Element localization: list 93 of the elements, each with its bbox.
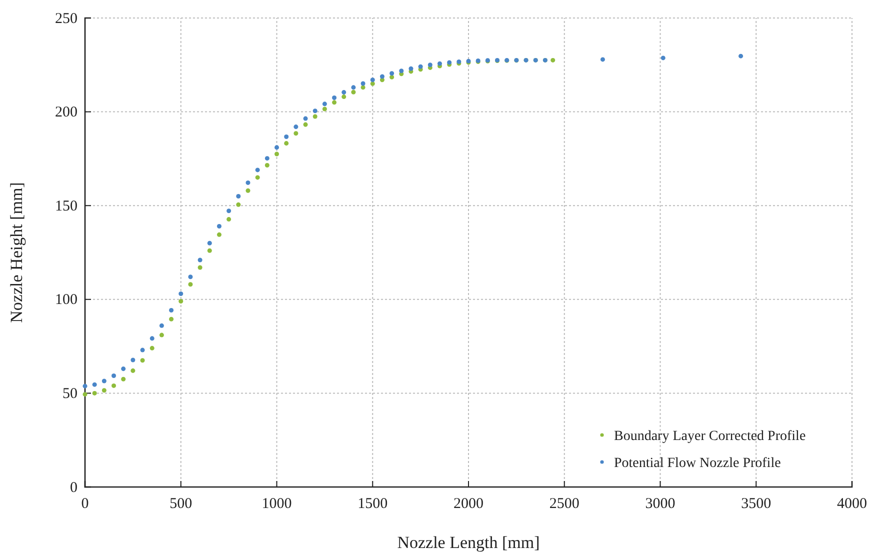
point [600, 57, 605, 62]
point [370, 81, 375, 86]
point [322, 106, 327, 112]
point [332, 100, 337, 105]
point [102, 388, 106, 393]
point [360, 81, 366, 86]
y-tick-label: 250 [55, 10, 78, 27]
x-tick-label: 4000 [837, 496, 867, 512]
point [351, 85, 356, 90]
point [102, 378, 106, 384]
x-tick-label: 2000 [454, 496, 484, 512]
y-tick-label: 150 [55, 198, 78, 214]
point [294, 124, 298, 130]
y-axis-title: Nozzle Height [mm] [7, 182, 26, 323]
point [236, 202, 241, 207]
x-tick-label: 1500 [358, 496, 388, 512]
y-tick-label: 100 [55, 292, 78, 308]
point [428, 62, 432, 68]
point [121, 376, 126, 382]
point [370, 78, 375, 82]
point [178, 299, 184, 304]
point [207, 248, 212, 253]
point [188, 274, 193, 280]
x-tick-label: 1000 [262, 496, 292, 512]
point [312, 108, 318, 114]
point [82, 392, 88, 397]
point [322, 102, 327, 106]
point [550, 58, 556, 62]
point [246, 180, 250, 185]
point [188, 282, 193, 287]
x-tick-label: 0 [81, 496, 89, 512]
legend-label: Potential Flow Nozzle Profile [614, 456, 781, 471]
point [226, 217, 232, 222]
point [216, 232, 222, 237]
x-tick-label: 500 [170, 496, 192, 512]
point [150, 336, 154, 341]
point [303, 122, 308, 127]
point [169, 308, 174, 313]
point [342, 94, 346, 100]
point [159, 323, 164, 328]
point [150, 346, 154, 350]
y-tick-label: 50 [62, 386, 78, 402]
point [264, 156, 270, 161]
point [112, 374, 116, 378]
point [274, 152, 280, 156]
point [399, 68, 404, 74]
point [92, 390, 97, 396]
point [112, 383, 116, 388]
point [312, 114, 318, 119]
point [130, 368, 136, 373]
point [351, 90, 356, 94]
y-tick-label: 0 [70, 480, 78, 496]
point [82, 384, 88, 388]
point [198, 265, 202, 270]
point [284, 141, 289, 146]
point [294, 131, 298, 136]
point [274, 145, 280, 150]
point [390, 74, 394, 80]
point [216, 224, 222, 228]
point [418, 64, 423, 69]
point [332, 95, 337, 100]
point [92, 382, 97, 387]
point [159, 332, 164, 338]
point [140, 358, 145, 363]
point [303, 116, 308, 121]
point [738, 54, 744, 58]
point [198, 258, 202, 262]
legend-label: Boundary Layer Corrected Profile [614, 429, 806, 444]
point [236, 194, 241, 198]
point [207, 240, 212, 246]
point [360, 85, 366, 90]
x-axis-title: Nozzle Length [mm] [397, 533, 540, 552]
point [380, 74, 384, 79]
point [140, 348, 145, 352]
point [226, 208, 232, 214]
point [408, 66, 414, 71]
point [437, 61, 442, 66]
point [130, 358, 136, 362]
point [169, 316, 174, 322]
point [342, 90, 346, 95]
x-tick-label: 2500 [549, 496, 580, 512]
point [255, 175, 260, 180]
point [660, 56, 666, 60]
y-tick-label: 200 [55, 104, 78, 121]
x-tick-label: 3500 [741, 496, 772, 512]
point [178, 292, 184, 296]
point [264, 163, 270, 168]
point [121, 366, 126, 372]
point [255, 168, 260, 172]
point [390, 71, 394, 76]
point [284, 134, 289, 140]
x-tick-label: 3000 [645, 496, 676, 512]
point [246, 188, 250, 193]
